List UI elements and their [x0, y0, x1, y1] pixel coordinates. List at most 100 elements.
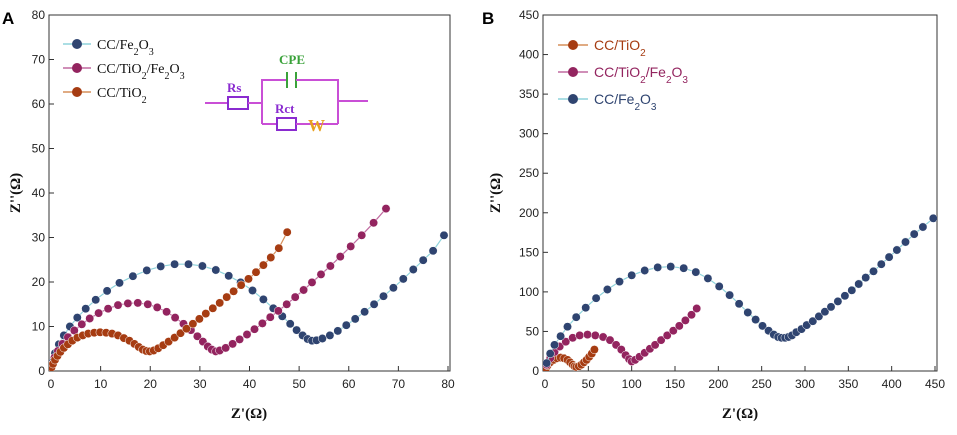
- data-point-tio2fe2o3: [674, 321, 684, 331]
- data-point-fe2o3: [679, 263, 689, 273]
- legend-marker-tio2: [72, 87, 82, 97]
- data-point-fe2o3: [703, 273, 713, 283]
- panel-b-frame: [542, 14, 938, 372]
- data-point-tio2fe2o3: [605, 335, 615, 345]
- data-point-tio2: [194, 314, 204, 324]
- data-point-tio2: [589, 345, 599, 355]
- data-point-tio2fe2o3: [668, 326, 678, 336]
- data-point-fe2o3: [918, 222, 928, 232]
- data-point-fe2o3: [418, 255, 428, 265]
- data-point-tio2fe2o3: [369, 218, 379, 228]
- data-point-tio2fe2o3: [357, 230, 367, 240]
- panel-a-x-tick-label: 80: [441, 377, 455, 391]
- legend-marker-tio2fe2o3: [72, 63, 82, 73]
- panel-a-y-tick-label: 50: [32, 142, 46, 156]
- panel-a-x-tick-label: 30: [193, 377, 207, 391]
- data-point-tio2fe2o3: [77, 319, 87, 329]
- data-point-fe2o3: [725, 290, 735, 300]
- panel-b-series-group: [543, 213, 937, 371]
- circuit-wire-right-branch: [296, 79, 339, 124]
- panel-b-y-axis-title: Z''(Ω): [488, 173, 504, 213]
- data-point-fe2o3: [556, 331, 566, 341]
- data-point-tio2fe2o3: [162, 307, 172, 317]
- data-point-fe2o3: [820, 307, 830, 317]
- panel-a-x-tick-label: 70: [392, 377, 406, 391]
- data-point-fe2o3: [909, 229, 919, 239]
- data-point-tio2fe2o3: [325, 261, 335, 271]
- data-point-fe2o3: [714, 281, 724, 291]
- data-point-tio2: [266, 253, 276, 262]
- data-point-tio2: [229, 286, 239, 296]
- data-point-tio2fe2o3: [692, 304, 702, 313]
- data-point-fe2o3: [581, 303, 591, 313]
- data-point-tio2fe2o3: [133, 298, 143, 308]
- panel-b-x-tick-label: 450: [925, 377, 945, 391]
- data-point-fe2o3: [142, 265, 152, 275]
- data-point-tio2: [236, 280, 246, 290]
- circuit-label-rs: Rs: [227, 80, 241, 95]
- panel-a-y-axis-title: Z''(Ω): [8, 173, 24, 213]
- data-point-tio2fe2o3: [250, 324, 259, 334]
- data-point-tio2fe2o3: [290, 292, 300, 302]
- legend-label-tio2: CC/TiO2: [97, 86, 147, 106]
- panel-b-x-tick-label: 100: [622, 377, 642, 391]
- data-point-fe2o3: [901, 237, 910, 247]
- panel-b-plot-area: [543, 213, 937, 371]
- panel-b-y-tick-label: 200: [519, 206, 539, 220]
- data-point-fe2o3: [91, 295, 101, 305]
- panel-a-label: A: [2, 9, 14, 28]
- data-point-tio2: [251, 267, 261, 277]
- data-point-fe2o3: [892, 245, 902, 255]
- data-point-fe2o3: [197, 261, 207, 271]
- panel-b-x-tick-label: 300: [795, 377, 815, 391]
- data-point-tio2fe2o3: [265, 312, 275, 322]
- panel-a-y-tick-label: 60: [32, 97, 46, 111]
- data-point-tio2fe2o3: [94, 308, 104, 318]
- data-point-tio2fe2o3: [123, 298, 133, 308]
- panel-b-y-tick-label: 150: [519, 245, 539, 259]
- panel-a-x-tick-label: 20: [144, 377, 158, 391]
- data-point-tio2fe2o3: [656, 335, 666, 345]
- panel-a-y-tick-label: 70: [32, 53, 46, 67]
- data-point-tio2fe2o3: [583, 330, 592, 340]
- data-point-tio2: [222, 292, 232, 302]
- data-point-fe2o3: [369, 299, 379, 309]
- panel-b-x-tick-label: 0: [542, 377, 549, 391]
- panel-a-x-tick-label: 60: [342, 377, 356, 391]
- data-point-tio2: [208, 303, 218, 313]
- panel-a-x-tick-label: 10: [94, 377, 108, 391]
- circuit-label-cpe: CPE: [279, 52, 305, 67]
- circuit-wire-left-branch: [261, 79, 287, 124]
- data-point-fe2o3: [360, 307, 370, 317]
- data-point-tio2: [182, 324, 191, 334]
- panel-a-x-tick-label: 0: [48, 377, 55, 391]
- data-point-fe2o3: [408, 265, 418, 274]
- data-point-fe2o3: [814, 311, 824, 321]
- data-point-fe2o3: [571, 312, 581, 322]
- data-point-fe2o3: [640, 266, 650, 275]
- legend-marker-tio2fe2o3: [568, 67, 578, 77]
- panel-a-x-tick-label: 50: [292, 377, 306, 391]
- data-point-fe2o3: [854, 279, 864, 289]
- panel-b-y-tick-label: 50: [526, 324, 540, 338]
- panel-b-ticks: 0 50 100 150 200 250 300 350 400 450 0 50 100 150 200 2…: [519, 8, 945, 391]
- panel-b-x-tick-label: 350: [838, 377, 858, 391]
- legend-label-fe2o3: CC/Fe2O3: [97, 38, 154, 58]
- panel-b-x-tick-label: 200: [708, 377, 728, 391]
- panel-b-y-tick-label: 0: [532, 364, 539, 378]
- data-point-fe2o3: [81, 304, 91, 314]
- data-point-fe2o3: [543, 358, 552, 368]
- data-point-tio2: [244, 274, 253, 284]
- panel-a-x-axis-title: Z'(Ω): [231, 406, 267, 422]
- data-point-tio2: [282, 227, 292, 237]
- data-point-tio2: [176, 328, 185, 338]
- data-point-fe2o3: [928, 213, 937, 223]
- data-point-tio2fe2o3: [103, 304, 113, 314]
- data-point-fe2o3: [840, 291, 850, 301]
- data-point-fe2o3: [102, 286, 112, 296]
- legend-marker-tio2: [568, 40, 578, 50]
- data-point-fe2o3: [591, 293, 601, 303]
- data-point-fe2o3: [325, 330, 335, 340]
